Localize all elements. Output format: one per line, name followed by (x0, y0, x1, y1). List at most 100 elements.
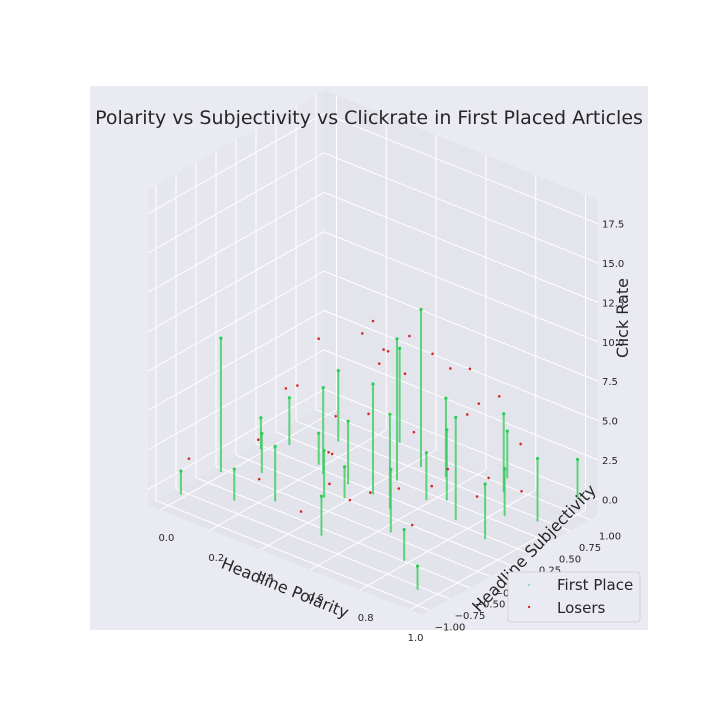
grid-line-z-back (323, 152, 599, 264)
y-tick-label: 1.00 (599, 532, 621, 543)
grid-line-z-left (147, 310, 325, 411)
grid-line-z-left (147, 152, 325, 254)
grid-line-z-left (147, 231, 325, 333)
point-losers (317, 337, 321, 341)
grid-line-z-back (323, 270, 599, 382)
grid-line-z-left (147, 349, 325, 451)
point-losers (369, 491, 372, 494)
point-first-place (336, 369, 340, 373)
z-tick-label: 7.5 (602, 377, 618, 388)
point-losers (187, 457, 191, 460)
point-first-place (395, 337, 399, 341)
point-first-place (322, 449, 326, 453)
grid-line-y-floor (175, 488, 451, 600)
point-losers (327, 451, 330, 454)
y-tick-label: −0.50 (475, 600, 506, 611)
point-losers (386, 349, 390, 353)
point-losers (382, 348, 385, 351)
point-losers (299, 510, 303, 513)
grid-line-y-floor (155, 499, 431, 611)
point-first-place (317, 431, 321, 435)
point-first-place (535, 456, 540, 461)
point-first-place (402, 527, 406, 532)
legend: First Place Losers (507, 571, 641, 623)
y-tick-label: 0.50 (559, 554, 581, 565)
point-losers (377, 362, 381, 365)
point-first-place (415, 564, 420, 568)
point-first-place (259, 416, 263, 420)
z-tick-label: 5.0 (602, 417, 618, 428)
point-losers (468, 367, 472, 371)
point-losers (412, 430, 416, 434)
y-tick-label: 0.75 (579, 543, 601, 554)
z-tick-label: 0.0 (602, 495, 618, 506)
point-first-place (388, 412, 392, 416)
point-losers (520, 489, 523, 493)
grid-line-z-back (323, 191, 599, 303)
z-axis-label: Click Rate (613, 278, 632, 358)
point-losers (431, 352, 434, 356)
grid-line-z-back (323, 231, 599, 343)
tick-labels: 0.00.20.40.60.81.0−1.00−0.75−0.50−0.250.… (159, 220, 625, 644)
data-points (179, 307, 580, 590)
z-tick-label: 2.5 (602, 456, 618, 467)
grid-lines (147, 94, 599, 611)
grid-line-y-floor (215, 465, 491, 577)
point-losers (330, 452, 334, 456)
grid-line-z-left (147, 191, 325, 293)
grid-line-z-back (323, 349, 599, 461)
point-first-place (287, 396, 291, 400)
z-tick-label: 15.0 (602, 259, 624, 270)
point-losers (519, 442, 522, 446)
point-first-place (232, 467, 236, 471)
point-first-place (346, 419, 350, 423)
grid-line-y-floor (195, 477, 471, 589)
chart-title: Polarity vs Subjectivity vs Clickrate in… (95, 107, 643, 129)
point-first-place (454, 415, 458, 419)
z-tick-label: 10.0 (602, 338, 624, 349)
point-losers (403, 372, 407, 375)
point-losers (360, 332, 364, 335)
grid-line-z-back (323, 388, 599, 500)
x-tick-label: 0.8 (358, 613, 374, 624)
point-losers (334, 414, 337, 418)
point-losers (446, 467, 450, 471)
point-first-place (445, 428, 449, 432)
point-first-place (321, 386, 325, 390)
point-losers (408, 334, 411, 338)
point-first-place (260, 431, 264, 436)
x-tick-label: 1.0 (408, 633, 424, 644)
point-first-place (419, 307, 423, 312)
point-losers (475, 495, 479, 498)
point-losers (497, 394, 501, 398)
point-first-place (398, 346, 402, 350)
point-first-place (444, 396, 448, 400)
point-first-place (342, 465, 347, 469)
point-first-place (219, 336, 223, 340)
point-losers (449, 367, 452, 370)
y-tick-label: −0.75 (455, 611, 486, 622)
x-tick-label: 0.4 (258, 573, 274, 584)
x-tick-label: 0.6 (308, 593, 324, 604)
y-tick-label: 0.25 (539, 566, 561, 577)
point-losers (487, 476, 490, 480)
point-first-place (179, 469, 183, 473)
legend-marker-first-place (528, 584, 530, 586)
point-first-place (502, 412, 506, 416)
point-losers (257, 477, 261, 481)
point-losers (256, 438, 260, 442)
point-first-place (424, 451, 428, 455)
legend-label-losers: Losers (557, 599, 605, 617)
point-first-place (319, 494, 324, 498)
point-losers (477, 402, 481, 405)
z-tick-label: 17.5 (602, 220, 624, 231)
grid-line-y-floor (235, 454, 511, 566)
x-tick-label: 0.0 (159, 533, 175, 544)
legend-marker-losers (527, 605, 531, 609)
legend-box (507, 571, 641, 623)
grid-line-z-left (147, 388, 325, 490)
z-tick-label: 12.5 (602, 298, 624, 309)
point-first-place (371, 382, 375, 386)
point-losers (371, 319, 375, 323)
